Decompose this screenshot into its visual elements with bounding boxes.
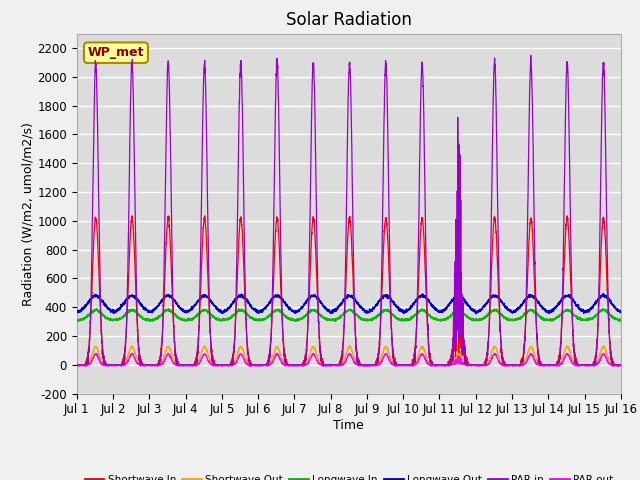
Legend: Shortwave In, Shortwave Out, Longwave In, Longwave Out, PAR in, PAR out: Shortwave In, Shortwave Out, Longwave In… bbox=[81, 471, 617, 480]
Text: WP_met: WP_met bbox=[88, 46, 144, 59]
X-axis label: Time: Time bbox=[333, 419, 364, 432]
Title: Solar Radiation: Solar Radiation bbox=[286, 11, 412, 29]
Y-axis label: Radiation (W/m2, umol/m2/s): Radiation (W/m2, umol/m2/s) bbox=[22, 121, 35, 306]
